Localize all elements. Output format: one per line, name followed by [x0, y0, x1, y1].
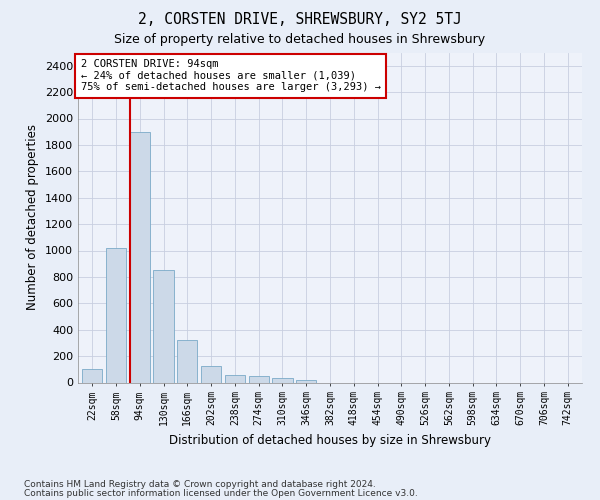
Text: Size of property relative to detached houses in Shrewsbury: Size of property relative to detached ho… — [115, 32, 485, 46]
Bar — [106, 248, 126, 382]
Y-axis label: Number of detached properties: Number of detached properties — [26, 124, 40, 310]
X-axis label: Distribution of detached houses by size in Shrewsbury: Distribution of detached houses by size … — [169, 434, 491, 446]
Bar — [130, 132, 150, 382]
Text: 2, CORSTEN DRIVE, SHREWSBURY, SY2 5TJ: 2, CORSTEN DRIVE, SHREWSBURY, SY2 5TJ — [138, 12, 462, 28]
Bar — [248, 376, 269, 382]
Bar — [272, 378, 293, 382]
Bar — [225, 374, 245, 382]
Bar — [177, 340, 197, 382]
Text: Contains HM Land Registry data © Crown copyright and database right 2024.: Contains HM Land Registry data © Crown c… — [24, 480, 376, 489]
Bar — [82, 370, 103, 382]
Bar — [201, 366, 221, 382]
Bar — [296, 380, 316, 382]
Bar — [154, 270, 173, 382]
Text: 2 CORSTEN DRIVE: 94sqm
← 24% of detached houses are smaller (1,039)
75% of semi-: 2 CORSTEN DRIVE: 94sqm ← 24% of detached… — [80, 59, 380, 92]
Text: Contains public sector information licensed under the Open Government Licence v3: Contains public sector information licen… — [24, 489, 418, 498]
